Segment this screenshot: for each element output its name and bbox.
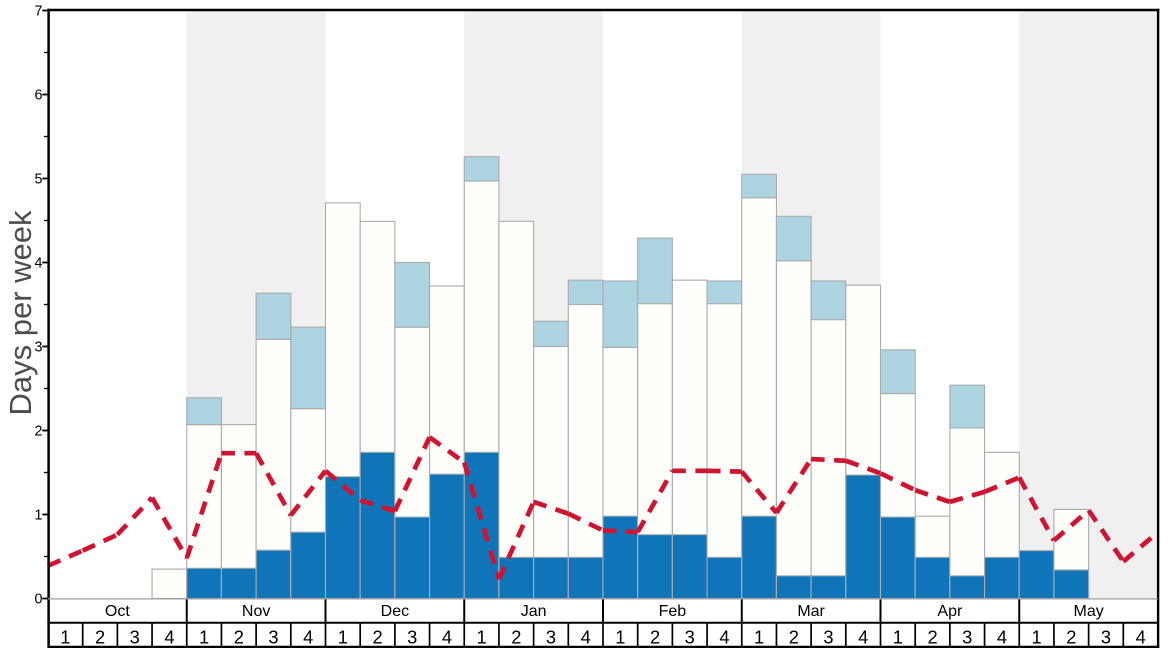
svg-text:2: 2 [1066,626,1076,647]
svg-text:4: 4 [581,626,591,647]
svg-text:3: 3 [407,626,417,647]
svg-text:2: 2 [372,626,382,647]
svg-text:2: 2 [511,626,521,647]
svg-text:3: 3 [685,626,695,647]
svg-text:4: 4 [35,256,43,272]
svg-text:3: 3 [268,626,278,647]
svg-text:Mar: Mar [797,603,825,620]
svg-text:1: 1 [477,626,487,647]
svg-text:Feb: Feb [659,603,687,620]
svg-text:4: 4 [442,626,452,647]
svg-text:Dec: Dec [381,603,409,620]
svg-text:3: 3 [130,626,140,647]
svg-text:1: 1 [199,626,209,647]
svg-text:3: 3 [1101,626,1111,647]
svg-text:4: 4 [858,626,868,647]
svg-text:5: 5 [35,172,43,188]
svg-text:Oct: Oct [105,603,130,620]
svg-text:3: 3 [823,626,833,647]
svg-text:2: 2 [650,626,660,647]
svg-text:1: 1 [754,626,764,647]
svg-text:3: 3 [962,626,972,647]
svg-text:3: 3 [546,626,556,647]
svg-text:1: 1 [35,508,43,524]
svg-text:4: 4 [997,626,1007,647]
svg-text:2: 2 [35,424,43,440]
svg-text:Days per week: Days per week [3,210,38,416]
svg-text:6: 6 [35,88,43,104]
svg-text:1: 1 [615,626,625,647]
svg-text:Jan: Jan [521,603,547,620]
svg-text:7: 7 [35,4,43,20]
svg-text:4: 4 [164,626,174,647]
svg-text:2: 2 [789,626,799,647]
svg-text:4: 4 [303,626,313,647]
svg-text:2: 2 [234,626,244,647]
svg-text:3: 3 [35,340,43,356]
svg-text:1: 1 [1032,626,1042,647]
svg-text:1: 1 [893,626,903,647]
svg-text:2: 2 [927,626,937,647]
svg-text:1: 1 [60,626,70,647]
svg-text:4: 4 [1136,626,1146,647]
svg-text:Apr: Apr [937,603,963,620]
svg-text:2: 2 [95,626,105,647]
svg-text:Nov: Nov [242,603,270,620]
svg-text:0: 0 [35,592,43,608]
svg-text:May: May [1074,603,1104,620]
svg-text:4: 4 [719,626,729,647]
svg-text:1: 1 [338,626,348,647]
